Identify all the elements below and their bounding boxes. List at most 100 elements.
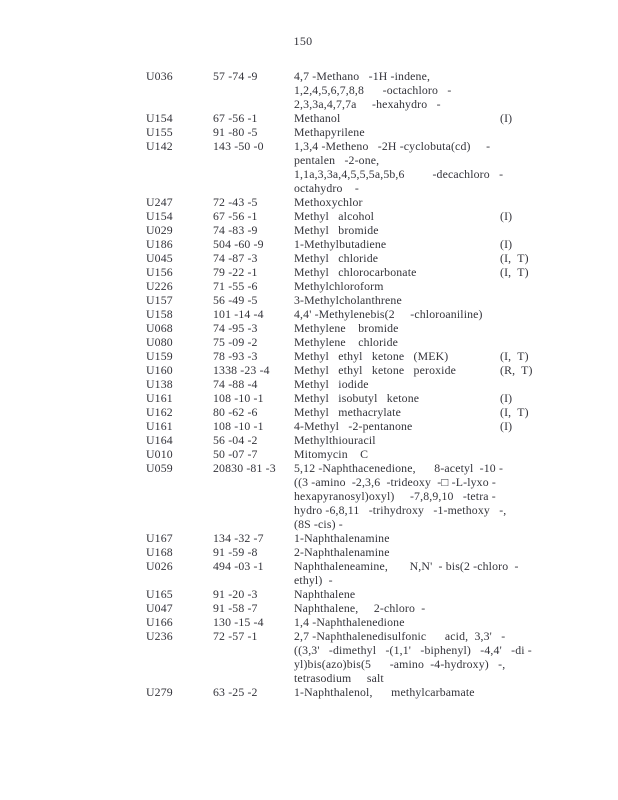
substance-name: 1-Methylbutadiene: [294, 237, 387, 251]
table-row-continuation: 2,3,3a,4,7,7a -hexahydro -: [0, 97, 618, 111]
waste-code: U164: [146, 433, 173, 447]
table-row: U165 91 -20 -3 Naphthalene: [0, 587, 618, 601]
waste-code: U047: [146, 601, 173, 615]
hazard-code-note: (R, T): [500, 363, 533, 377]
table-row: U157 56 -49 -5 3-Methylcholanthrene: [0, 293, 618, 307]
table-row: U167 134 -32 -7 1-Naphthalenamine: [0, 531, 618, 545]
waste-code: U158: [146, 307, 173, 321]
substance-name: 2,3,3a,4,7,7a -hexahydro -: [294, 97, 441, 111]
hazard-code-note: (I): [500, 111, 513, 125]
table-row: U142 143 -50 -0 1,3,4 -Metheno -2H -cyclob…: [0, 139, 618, 153]
table-row: U247 72 -43 -5 Methoxychlor: [0, 195, 618, 209]
cas-number: 91 -59 -8: [213, 545, 258, 559]
table-row-continuation: pentalen -2-one,: [0, 153, 618, 167]
table-row: U158 101 -14 -4 4,4' -Methylenebis(2 -chlo…: [0, 307, 618, 321]
substance-name: 4,4' -Methylenebis(2 -chloroaniline): [294, 307, 483, 321]
table-row: U164 56 -04 -2 Methylthiouracil: [0, 433, 618, 447]
waste-code: U142: [146, 139, 173, 153]
waste-code: U167: [146, 531, 173, 545]
cas-number: 63 -25 -2: [213, 685, 258, 699]
table-row: U279 63 -25 -2 1-Naphthalenol, methylcarba…: [0, 685, 618, 699]
substance-name: hexapyranosyl)oxyl) -7,8,9,10 -tetra -: [294, 489, 496, 503]
substance-name: 1,1a,3,3a,4,5,5,5a,5b,6 -decachloro -: [294, 167, 504, 181]
waste-code: U161: [146, 419, 173, 433]
waste-code: U236: [146, 629, 173, 643]
waste-code: U059: [146, 461, 173, 475]
substance-name: Mitomycin C: [294, 447, 369, 461]
cas-number: 101 -14 -4: [213, 307, 264, 321]
cas-number: 50 -07 -7: [213, 447, 258, 461]
substance-name: hydro -6,8,11 -trihydroxy -1-methoxy -,: [294, 503, 507, 517]
cas-number: 72 -43 -5: [213, 195, 258, 209]
cas-number: 130 -15 -4: [213, 615, 264, 629]
table-row-continuation: ((3 -amino -2,3,6 -trideoxy -□ -L-lyxo -: [0, 475, 618, 489]
hazard-code-note: (I): [500, 391, 513, 405]
waste-code: U279: [146, 685, 173, 699]
hazard-code-note: (I, T): [500, 265, 529, 279]
waste-code: U155: [146, 125, 173, 139]
substance-name: Methyl alcohol: [294, 209, 375, 223]
hazard-code-note: (I, T): [500, 349, 529, 363]
cas-number: 504 -60 -9: [213, 237, 264, 251]
table-row: U226 71 -55 -6 Methylchloroform: [0, 279, 618, 293]
table-row: U080 75 -09 -2 Methylene chloride: [0, 335, 618, 349]
waste-code: U026: [146, 559, 173, 573]
cas-number: 71 -55 -6: [213, 279, 258, 293]
cas-number: 56 -49 -5: [213, 293, 258, 307]
table-row: U161 108 -10 -1 Methyl isobutyl ketone (I): [0, 391, 618, 405]
table-row-continuation: hydro -6,8,11 -trihydroxy -1-methoxy -,: [0, 503, 618, 517]
waste-code: U165: [146, 587, 173, 601]
table-row: U168 91 -59 -8 2-Naphthalenamine: [0, 545, 618, 559]
waste-code: U010: [146, 447, 173, 461]
substance-name: 1-Naphthalenol, methylcarbamate: [294, 685, 475, 699]
substance-name: Methylchloroform: [294, 279, 384, 293]
cas-number: 57 -74 -9: [213, 69, 258, 83]
waste-code: U162: [146, 405, 173, 419]
substance-name: 2,7 -Naphthalenedisulfonic acid, 3,3' -: [294, 629, 506, 643]
cas-number: 67 -56 -1: [213, 111, 258, 125]
cas-number: 74 -95 -3: [213, 321, 258, 335]
table-row-continuation: octahydro -: [0, 181, 618, 195]
table-row-continuation: yl)bis(azo)bis(5 -amino -4-hydroxy) -,: [0, 657, 618, 671]
waste-code: U154: [146, 111, 173, 125]
table-row: U154 67 -56 -1 Methyl alcohol (I): [0, 209, 618, 223]
substance-name: Methylene bromide: [294, 321, 399, 335]
hazard-code-note: (I): [500, 209, 513, 223]
substance-name: 4-Methyl -2-pentanone: [294, 419, 413, 433]
substance-name: Methyl chloride: [294, 251, 379, 265]
cas-number: 1338 -23 -4: [213, 363, 270, 377]
cas-number: 72 -57 -1: [213, 629, 258, 643]
waste-code: U068: [146, 321, 173, 335]
cas-number: 74 -87 -3: [213, 251, 258, 265]
substance-name: yl)bis(azo)bis(5 -amino -4-hydroxy) -,: [294, 657, 506, 671]
substance-name: Methyl ethyl ketone (MEK): [294, 349, 449, 363]
substance-name: Methapyrilene: [294, 125, 365, 139]
table-row: U161 108 -10 -1 4-Methyl -2-pentanone (I): [0, 419, 618, 433]
table-row: U138 74 -88 -4 Methyl iodide: [0, 377, 618, 391]
waste-code: U168: [146, 545, 173, 559]
substance-table: U036 57 -74 -9 4,7 -Methano -1H -indene, 1,…: [0, 69, 618, 699]
table-row: U160 1338 -23 -4 Methyl ethyl ketone perox…: [0, 363, 618, 377]
table-row: U010 50 -07 -7 Mitomycin C: [0, 447, 618, 461]
waste-code: U159: [146, 349, 173, 363]
substance-name: 4,7 -Methano -1H -indene,: [294, 69, 431, 83]
table-row-continuation: (8S -cis) -: [0, 517, 618, 531]
waste-code: U161: [146, 391, 173, 405]
waste-code: U166: [146, 615, 173, 629]
table-row: U068 74 -95 -3 Methylene bromide: [0, 321, 618, 335]
substance-name: octahydro -: [294, 181, 359, 195]
substance-name: 1,4 -Naphthalenedione: [294, 615, 405, 629]
page-number: 150: [293, 34, 313, 48]
substance-name: 1,2,4,5,6,7,8,8 -octachloro -: [294, 83, 452, 97]
table-row-continuation: 1,1a,3,3a,4,5,5,5a,5b,6 -decachloro -: [0, 167, 618, 181]
substance-name: ((3,3' -dimethyl -(1,1' -biphenyl) -4,4'…: [294, 643, 532, 657]
substance-name: Methyl iodide: [294, 377, 369, 391]
cas-number: 134 -32 -7: [213, 531, 264, 545]
waste-code: U247: [146, 195, 173, 209]
substance-name: tetrasodium salt: [294, 671, 384, 685]
cas-number: 108 -10 -1: [213, 391, 264, 405]
substance-name: Methyl bromide: [294, 223, 379, 237]
substance-name: Methylene chloride: [294, 335, 399, 349]
table-row: U036 57 -74 -9 4,7 -Methano -1H -indene,: [0, 69, 618, 83]
